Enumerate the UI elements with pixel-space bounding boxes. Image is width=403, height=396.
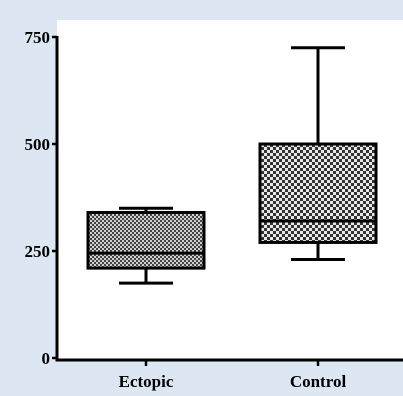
x-label-control: Control (290, 372, 347, 391)
y-axis-ticks: 0 250 500 750 (25, 28, 57, 368)
y-tick-label-0: 0 (42, 349, 51, 368)
control-box (258, 142, 378, 244)
x-label-ectopic: Ectopic (119, 372, 174, 391)
x-axis-labels: Ectopic Control (119, 360, 347, 391)
y-tick-label-500: 500 (25, 135, 51, 154)
box-series (86, 46, 378, 285)
ectopic-box (86, 210, 206, 270)
y-tick-label-750: 750 (25, 28, 51, 47)
y-tick-label-250: 250 (25, 242, 51, 261)
